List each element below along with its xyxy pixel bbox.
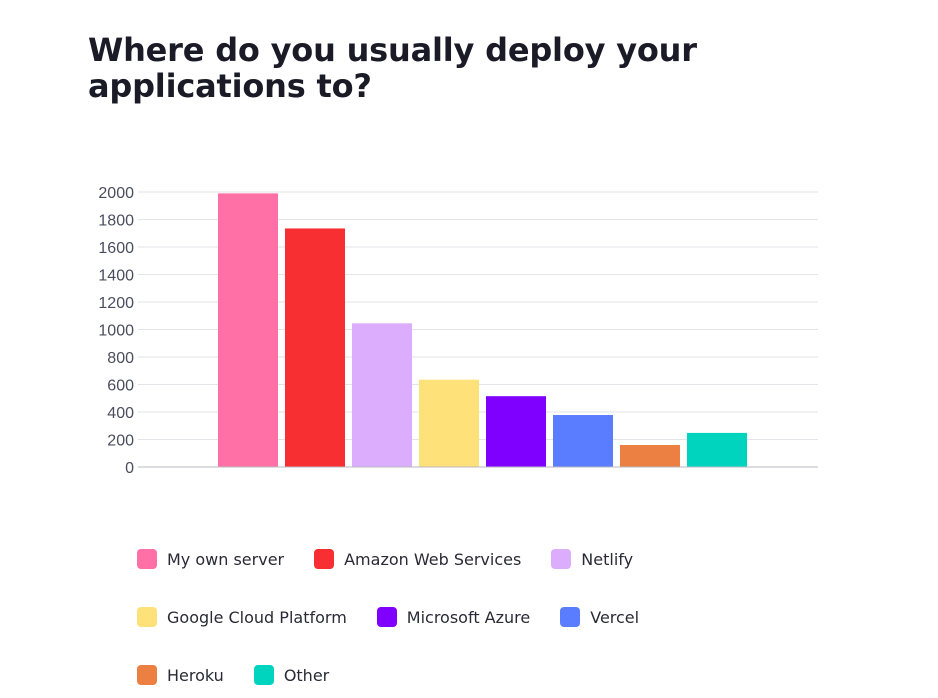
legend-swatch — [560, 607, 581, 627]
y-tick-label: 1800 — [98, 213, 134, 230]
legend-label: Netlify — [581, 549, 634, 569]
bar-amazon-web-services[interactable] — [285, 228, 345, 467]
bar-my-own-server[interactable] — [218, 193, 278, 467]
y-tick-label: 0 — [125, 460, 134, 477]
legend-item-my-own-server[interactable]: My own server — [137, 548, 284, 570]
legend-label: Heroku — [167, 665, 224, 685]
legend-item-other[interactable]: Other — [253, 664, 330, 686]
y-tick-label: 800 — [107, 350, 134, 367]
legend-item-netlify[interactable]: Netlify — [551, 548, 633, 570]
legend-swatch — [253, 665, 274, 685]
bar-vercel[interactable] — [553, 415, 613, 467]
legend-label: Other — [283, 665, 330, 685]
legend-label: Google Cloud Platform — [167, 607, 347, 627]
legend-item-vercel[interactable]: Vercel — [560, 606, 639, 628]
bar-chart: 0 200 400 600 800 1000 1200 1400 1600 1800 2000 — [98, 185, 818, 477]
legend-item-heroku[interactable]: Heroku — [137, 664, 224, 686]
bars — [218, 193, 747, 467]
chart-title: Where do you usually deploy your applica… — [88, 31, 697, 105]
legend-swatch — [551, 549, 572, 569]
y-tick-label: 1600 — [98, 240, 134, 257]
bar-other[interactable] — [687, 432, 747, 467]
y-tick-label: 1400 — [98, 268, 134, 285]
legend-swatch — [137, 549, 157, 569]
legend-item-microsoft-azure[interactable]: Microsoft Azure — [376, 606, 531, 628]
bar-google-cloud-platform[interactable] — [419, 379, 479, 467]
bar-netlify[interactable] — [352, 323, 412, 467]
legend-label: Vercel — [590, 607, 640, 627]
bar-heroku[interactable] — [620, 445, 680, 467]
legend-swatch — [376, 607, 397, 627]
bar-microsoft-azure[interactable] — [486, 396, 546, 467]
y-tick-label: 1000 — [98, 323, 134, 340]
legend-swatch — [137, 665, 157, 685]
legend-label: Amazon Web Services — [344, 549, 522, 569]
legend-swatch — [314, 549, 335, 569]
y-axis-ticks: 0 200 400 600 800 1000 1200 1400 1600 1800 2000 — [98, 185, 134, 477]
legend-swatch — [137, 607, 157, 627]
legend-item-amazon-web-services[interactable]: Amazon Web Services — [314, 548, 521, 570]
y-tick-label: 1200 — [98, 295, 134, 312]
legend-label: My own server — [167, 549, 285, 569]
legend: My own server Amazon Web Services Netlify G… — [137, 548, 697, 686]
legend-item-google-cloud-platform[interactable]: Google Cloud Platform — [137, 606, 347, 628]
legend-label: Microsoft Azure — [406, 607, 531, 627]
y-tick-label: 600 — [107, 378, 134, 395]
y-tick-label: 200 — [107, 433, 134, 450]
y-tick-label: 400 — [107, 405, 134, 422]
y-tick-label: 2000 — [98, 185, 134, 202]
